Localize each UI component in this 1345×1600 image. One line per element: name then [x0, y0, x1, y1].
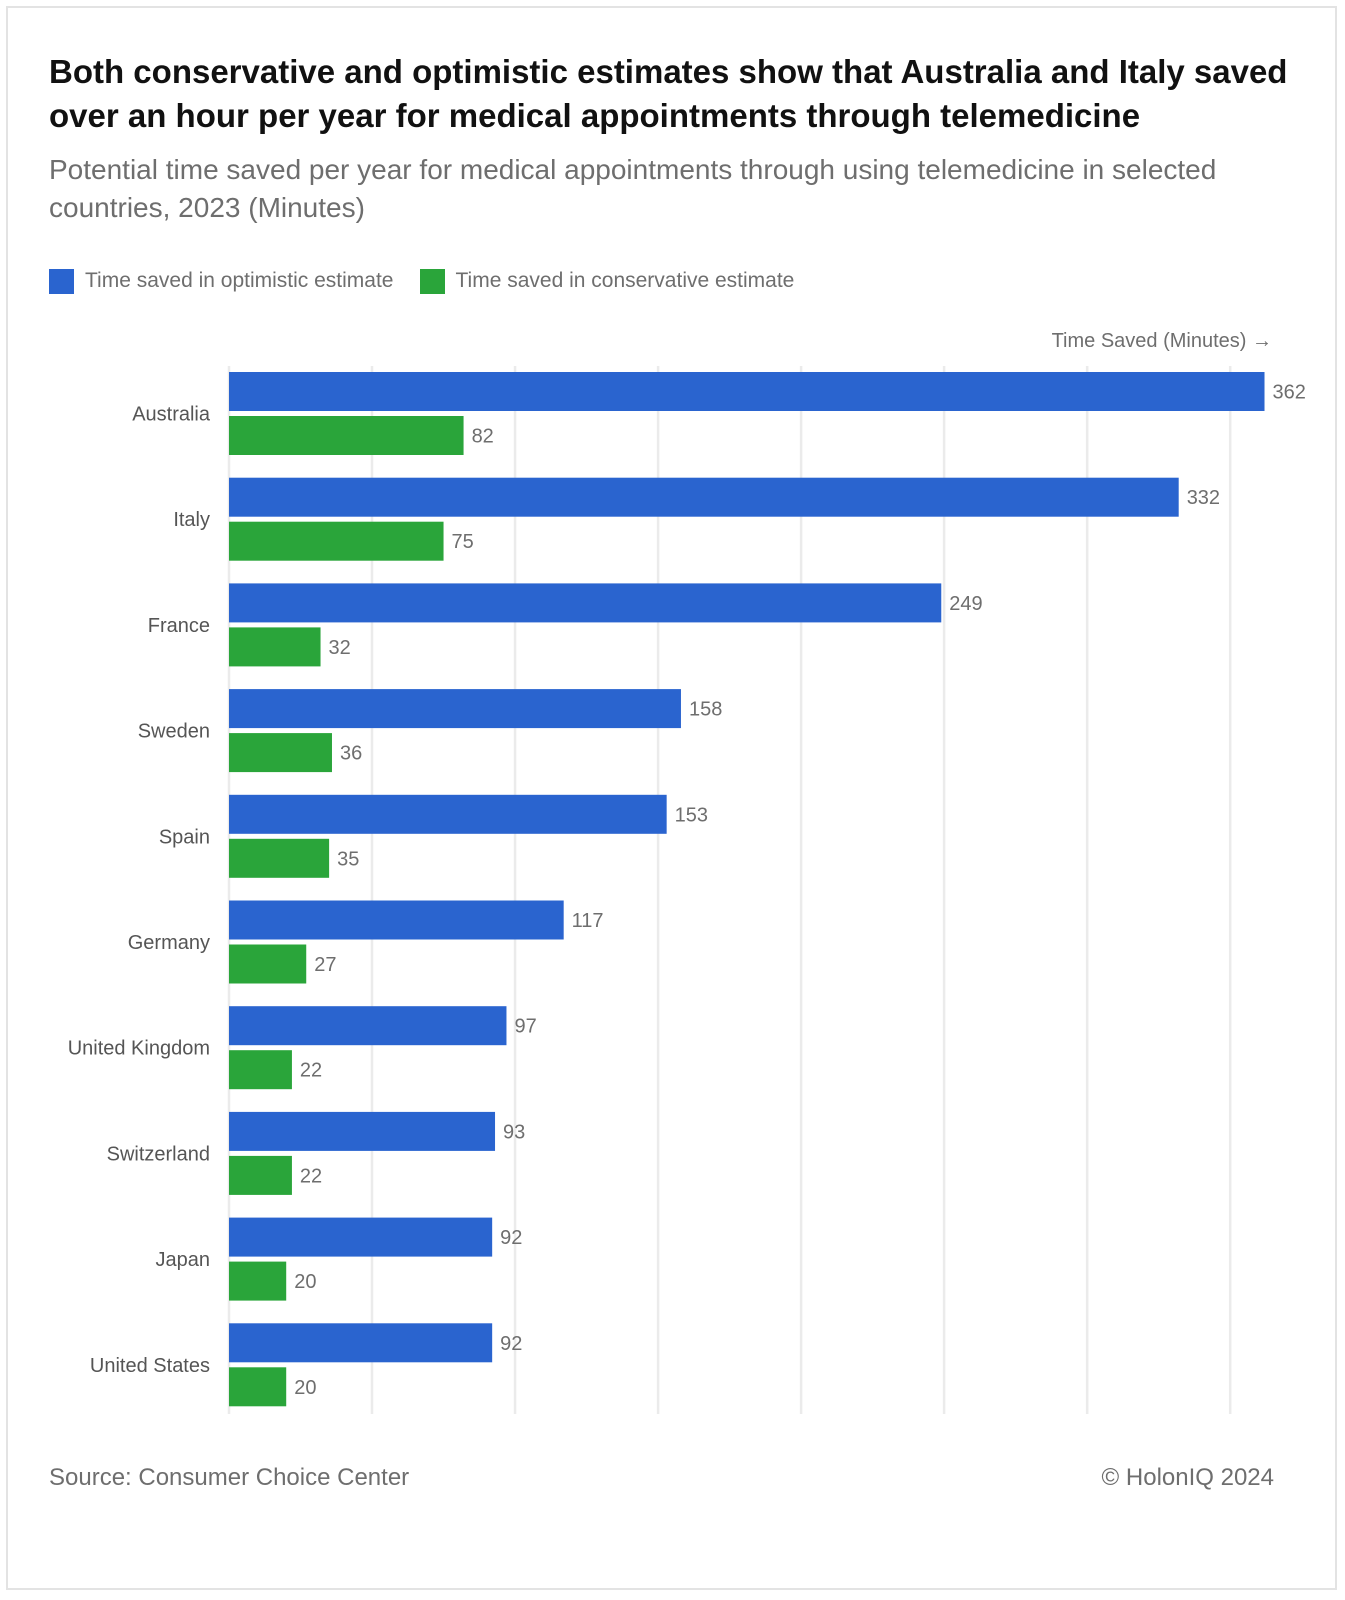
- bar: [229, 627, 321, 667]
- bar: [229, 477, 1179, 517]
- data-label: 22: [300, 1165, 322, 1187]
- category-label: Japan: [156, 1249, 211, 1271]
- bar: [229, 1261, 287, 1301]
- data-label: 249: [949, 593, 982, 615]
- data-label: 75: [452, 531, 474, 553]
- legend-swatch-optimistic: [49, 268, 74, 294]
- data-label: 362: [1273, 382, 1306, 404]
- data-label: 153: [675, 804, 708, 826]
- bar: [229, 689, 681, 729]
- bar: [229, 1006, 507, 1046]
- bar: [229, 1217, 493, 1257]
- category-label: Spain: [159, 826, 210, 848]
- bar: [229, 944, 307, 984]
- legend-swatch-conservative: [419, 268, 445, 294]
- x-axis-title: Time Saved (Minutes) →: [1051, 330, 1272, 352]
- data-label: 92: [500, 1333, 522, 1355]
- bar: [229, 1050, 292, 1090]
- source-note: Source: Consumer Choice Center: [49, 1464, 410, 1491]
- legend: Time saved in optimistic estimate Time s…: [49, 268, 820, 294]
- category-label: Italy: [173, 509, 210, 531]
- data-label: 92: [500, 1227, 522, 1249]
- data-label: 20: [294, 1271, 316, 1293]
- bar: [229, 733, 332, 773]
- bar: [229, 416, 464, 455]
- data-label: 332: [1187, 487, 1220, 509]
- category-label: United Kingdom: [68, 1038, 210, 1060]
- bar: [229, 838, 330, 878]
- data-label: 27: [314, 954, 336, 976]
- data-label: 82: [472, 426, 494, 448]
- bar: [229, 794, 667, 834]
- bar: [229, 583, 942, 623]
- legend-item-optimistic[interactable]: Time saved in optimistic estimate: [49, 268, 394, 294]
- category-label: Switzerland: [107, 1143, 210, 1165]
- category-label: United States: [90, 1355, 210, 1377]
- data-label: 36: [340, 743, 362, 765]
- bar: [229, 1323, 493, 1363]
- category-label: Australia: [132, 404, 211, 426]
- bar: [229, 372, 1265, 411]
- data-label: 20: [294, 1377, 316, 1399]
- chart-title: Both conservative and optimistic estimat…: [49, 53, 1288, 134]
- data-label: 117: [572, 910, 604, 932]
- data-label: 97: [514, 1016, 536, 1038]
- bar: [229, 521, 444, 561]
- data-label: 32: [329, 637, 351, 659]
- legend-item-conservative[interactable]: Time saved in conservative estimate: [419, 268, 795, 294]
- bar: [229, 1111, 496, 1151]
- bar: [229, 1367, 287, 1407]
- category-label: Germany: [128, 932, 210, 954]
- copyright-note: © HolonIQ 2024: [1101, 1464, 1274, 1491]
- legend-label-optimistic: Time saved in optimistic estimate: [85, 269, 394, 292]
- chart-subtitle: Potential time saved per year for medica…: [49, 154, 1217, 223]
- category-label: France: [148, 615, 210, 637]
- bar: [229, 900, 564, 940]
- data-label: 93: [503, 1121, 525, 1143]
- bar: [229, 1155, 292, 1195]
- data-label: 158: [689, 699, 722, 721]
- data-label: 22: [300, 1060, 322, 1082]
- legend-label-conservative: Time saved in conservative estimate: [455, 269, 795, 292]
- category-label: Sweden: [138, 721, 210, 743]
- data-label: 35: [337, 848, 359, 870]
